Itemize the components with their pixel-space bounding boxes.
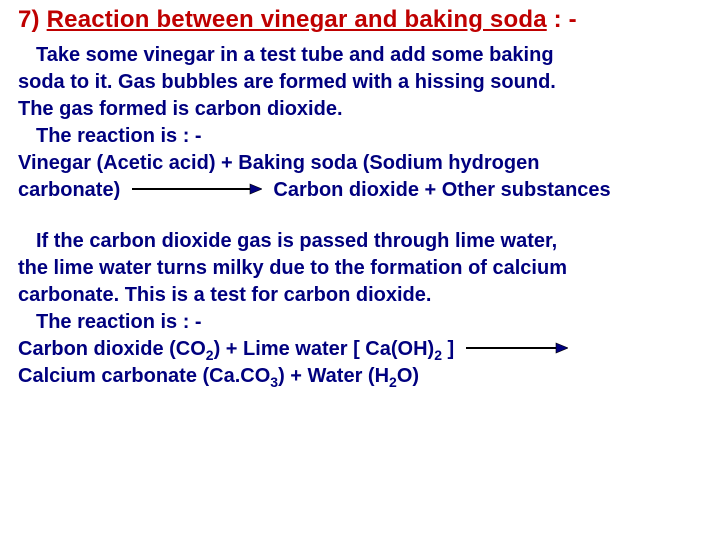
eq1-post: ] — [442, 338, 454, 360]
p2-l4: The reaction is : - — [36, 311, 202, 333]
p2-l1: If the carbon dioxide gas is passed thro… — [36, 230, 557, 252]
p2-l3: carbonate. This is a test for carbon dio… — [18, 282, 702, 309]
p2-eq2: Calcium carbonate (Ca.CO3) + Water (H2O) — [18, 363, 702, 390]
p1-eq-b-before: carbonate) — [18, 179, 120, 201]
eq2-sub1: 3 — [270, 374, 278, 390]
p2-l2: the lime water turns milky due to the fo… — [18, 255, 702, 282]
heading-title: Reaction between vinegar and baking soda — [47, 6, 547, 33]
p2-line1: If the carbon dioxide gas is passed thro… — [18, 228, 702, 255]
eq1-sub2: 2 — [434, 347, 442, 363]
p1-l1: Take some vinegar in a test tube and add… — [36, 44, 554, 66]
heading: 7) Reaction between vinegar and baking s… — [18, 6, 702, 34]
eq2-pre: Calcium carbonate (Ca.CO — [18, 365, 270, 387]
p1-l4-wrap: The reaction is : - — [18, 123, 702, 150]
content: Take some vinegar in a test tube and add… — [18, 42, 702, 390]
eq2-mid: ) + Water (H — [278, 365, 389, 387]
eq1-mid: ) + Lime water [ Ca(OH) — [214, 338, 435, 360]
p2-l4-wrap: The reaction is : - — [18, 309, 702, 336]
p1-l3: The gas formed is carbon dioxide. — [18, 96, 702, 123]
spacer — [18, 204, 702, 228]
eq2-post: O) — [397, 365, 419, 387]
eq1-sub1: 2 — [206, 347, 214, 363]
arrow-icon — [466, 342, 568, 354]
p1-l4: The reaction is : - — [36, 125, 202, 147]
p1-l2: soda to it. Gas bubbles are formed with … — [18, 69, 702, 96]
eq2-sub2: 2 — [389, 374, 397, 390]
p1-eq-a: Vinegar (Acetic acid) + Baking soda (Sod… — [18, 150, 702, 177]
heading-suffix: : - — [547, 6, 577, 33]
arrow-icon — [132, 183, 262, 195]
p1-eq-b: carbonate) Carbon dioxide + Other substa… — [18, 177, 702, 204]
slide: 7) Reaction between vinegar and baking s… — [0, 0, 720, 540]
eq1-pre: Carbon dioxide (CO — [18, 338, 206, 360]
heading-number: 7) — [18, 6, 40, 33]
p2-eq1: Carbon dioxide (CO2) + Lime water [ Ca(O… — [18, 336, 702, 363]
p1-line1: Take some vinegar in a test tube and add… — [18, 42, 702, 69]
p1-eq-b-after: Carbon dioxide + Other substances — [273, 179, 610, 201]
